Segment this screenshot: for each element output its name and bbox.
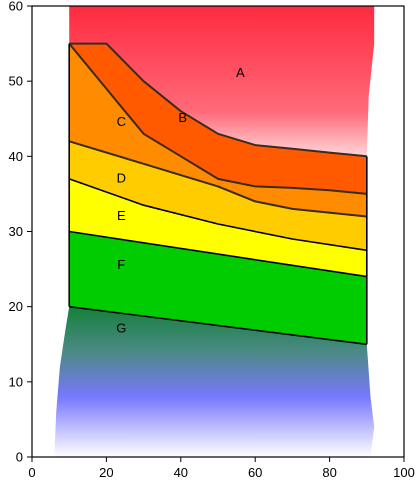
region-label-g: G xyxy=(116,321,126,336)
region-b-band xyxy=(69,43,367,194)
axes-layer: 0 20 40 60 80 100 0 10 20 30 40 50 60 xyxy=(9,0,415,480)
region-labels-layer: A B C D E F G xyxy=(116,65,245,336)
y-tick-label: 60 xyxy=(9,0,23,14)
boundary-line-c-d xyxy=(68,140,367,218)
region-label-f: F xyxy=(117,257,125,272)
y-tick-label: 30 xyxy=(9,224,23,239)
y-tick-label: 40 xyxy=(9,149,23,164)
x-tick-label: 100 xyxy=(393,465,415,480)
region-label-d: D xyxy=(117,170,126,185)
boundary-lines-layer xyxy=(68,42,368,346)
y-tick-label: 0 xyxy=(16,450,23,465)
region-c-band xyxy=(69,43,367,217)
region-e-band xyxy=(69,178,367,277)
region-label-b: B xyxy=(178,110,187,125)
region-label-a: A xyxy=(236,65,245,80)
x-tick-label: 20 xyxy=(99,465,113,480)
x-tick-label: 60 xyxy=(248,465,262,480)
x-tick-label: 80 xyxy=(322,465,336,480)
y-tick-label: 50 xyxy=(9,74,23,89)
region-label-c: C xyxy=(117,114,126,129)
boundary-line-a-b xyxy=(69,42,367,158)
boundary-line-b-c xyxy=(68,42,367,195)
x-tick-label: 40 xyxy=(174,465,188,480)
boundary-line-f-g xyxy=(69,305,367,346)
region-g-area xyxy=(54,306,375,457)
region-a-area xyxy=(63,6,375,157)
region-d-band xyxy=(69,141,367,251)
x-tick-label: 0 xyxy=(28,465,35,480)
boundary-line-d-e xyxy=(68,178,367,252)
y-tick-label: 10 xyxy=(9,374,23,389)
boundary-line-e-f xyxy=(69,230,367,278)
y-tick-label: 20 xyxy=(9,299,23,314)
background-layer xyxy=(54,6,375,457)
region-label-e: E xyxy=(117,208,126,223)
